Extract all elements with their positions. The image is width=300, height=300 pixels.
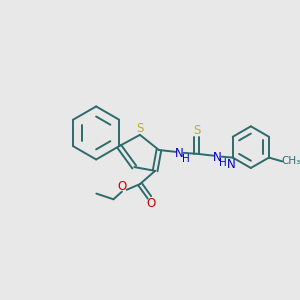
Text: N: N	[226, 158, 235, 171]
Text: S: S	[193, 124, 200, 136]
Text: O: O	[117, 179, 127, 193]
Text: S: S	[136, 122, 144, 135]
Text: N: N	[213, 151, 222, 164]
Text: O: O	[147, 196, 156, 210]
Text: H: H	[182, 154, 189, 164]
Text: H: H	[219, 158, 227, 168]
Text: N: N	[176, 147, 184, 160]
Text: CH₃: CH₃	[281, 156, 300, 167]
